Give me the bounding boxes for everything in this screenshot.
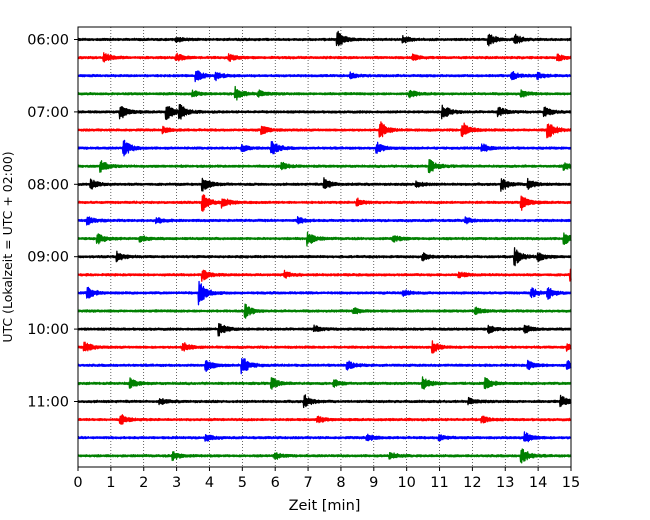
seismogram-trace [77,247,572,267]
grid-lines [110,27,539,467]
seismogram-trace [77,177,572,192]
seismogram-trace [77,303,572,319]
y-tick-label: 10:00 [27,322,69,338]
y-tick-label: 09:00 [27,250,69,266]
seismogram-trace [77,121,572,139]
seismogram-trace [77,30,572,47]
x-tick-label: 2 [139,475,148,491]
seismogram-trace [77,85,572,101]
x-tick-label: 13 [496,475,514,491]
seismogram-trace [77,215,572,226]
y-tick-label: 07:00 [27,105,69,121]
seismogram-trace [77,231,572,247]
x-tick-label: 7 [303,475,312,491]
plot-frame [77,26,572,468]
x-axis-label: Zeit [min] [289,498,361,514]
x-tick-label: 10 [397,475,415,491]
seismogram-trace [77,376,572,390]
x-tick-label: 3 [172,475,181,491]
y-tick-label: 08:00 [27,177,69,193]
y-tick-label: 06:00 [27,33,69,49]
y-tick-label: 11:00 [27,395,69,411]
seismogram-trace [77,268,572,282]
x-tick-label: 1 [106,475,115,491]
x-tick-label: 14 [529,475,547,491]
x-tick-label: 11 [430,475,448,491]
x-tick-label: 6 [271,475,280,491]
seismogram-trace [77,52,572,63]
seismogram-trace [77,340,572,354]
seismogram-trace [77,323,572,337]
axis-ticks: 0 1 2 3 4 5 6 7 8 9 10 11 12 13 14 1506:0007:0008:0009:… [27,33,580,492]
seismogram-trace [77,159,572,174]
seismogram-trace [77,139,572,157]
seismogram-trace [77,414,572,425]
seismogram-trace [77,358,572,375]
x-tick-label: 15 [562,475,580,491]
y-axis-label: UTC (Lokalzeit = UTC + 02:00) [0,151,15,342]
x-tick-label: 8 [336,475,345,491]
x-tick-label: 9 [369,475,378,491]
x-tick-label: 0 [73,475,82,491]
x-tick-label: 5 [238,475,247,491]
seismogram-trace [77,70,572,83]
seismogram-trace [77,103,572,121]
trace-layer [77,30,572,464]
seismogram-trace [77,394,572,409]
seismogram-trace [77,194,572,212]
seismogram-trace [77,431,572,443]
seismogram-trace [77,448,572,464]
seismogram-trace [77,280,572,306]
x-tick-label: 12 [463,475,481,491]
x-tick-label: 4 [205,475,214,491]
